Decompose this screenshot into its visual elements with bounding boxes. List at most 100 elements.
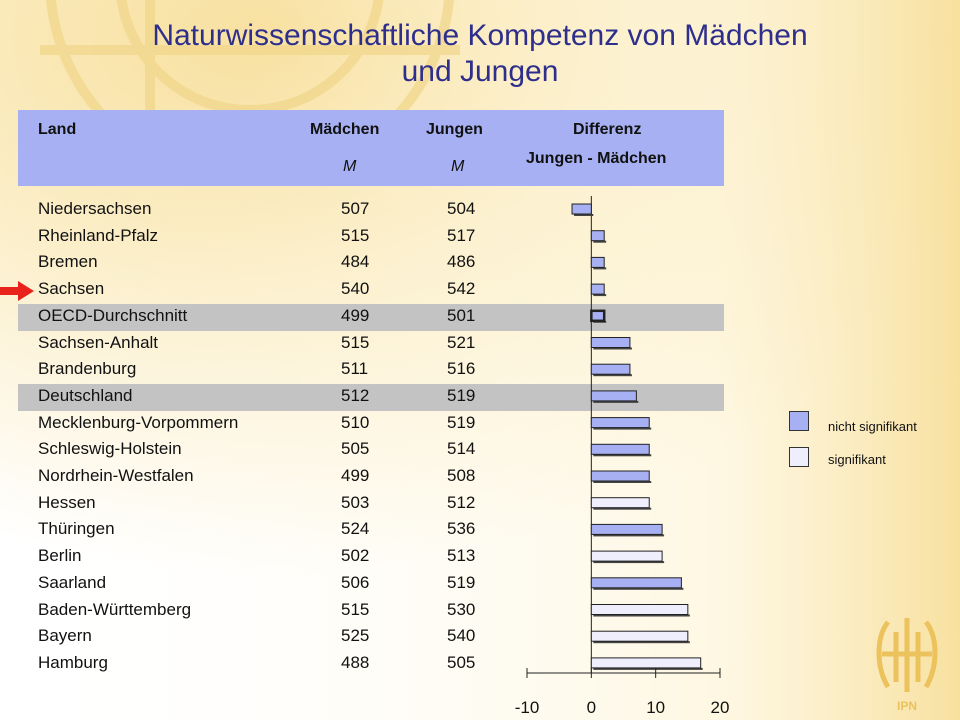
jungen-value: 540: [447, 626, 476, 646]
jungen-value: 512: [447, 492, 476, 512]
row-label-saarland: Saarland: [38, 572, 107, 592]
bar-rheinland-pfalz: [590, 230, 605, 242]
maedchen-value: 540: [341, 279, 370, 299]
row-label-hessen: Hessen: [38, 492, 96, 512]
row-label-nordrhein-westfalen: Nordrhein-Westfalen: [38, 466, 194, 485]
header-maedchen: Mädchen: [310, 121, 380, 138]
header-land: Land: [38, 121, 77, 138]
row-label-deutschland: Deutschland: [38, 385, 133, 405]
jungen-value: 513: [447, 546, 476, 566]
row-label-baden-wuerttemberg: Baden-Württemberg: [38, 599, 192, 619]
jungen-value: 519: [447, 572, 476, 592]
maedchen-value: 510: [341, 412, 370, 432]
maedchen-value: 511: [341, 359, 369, 379]
x-tick-label: 10: [646, 698, 665, 717]
bar-shadow: [593, 347, 632, 350]
row-label-niedersachsen: Niedersachsen: [38, 199, 152, 218]
header-differenz-sub: Jungen - Mädchen: [526, 150, 667, 167]
header-jungen: Jungen: [426, 121, 483, 138]
legend-swatch-signifikant: [789, 447, 809, 467]
legend-label-signifikant: signifikant: [828, 452, 886, 467]
bar-nordrhein-westfalen: [590, 470, 650, 482]
bar-shadow: [593, 427, 652, 430]
bar-oecd-durchschnitt: [590, 309, 606, 323]
jungen-value: 536: [447, 519, 476, 539]
jungen-value: 516: [447, 359, 476, 379]
bar-deutschland: [590, 390, 637, 402]
maedchen-value: 515: [341, 332, 370, 352]
bar-shadow: [593, 454, 652, 457]
x-tick-label: -10: [515, 698, 540, 717]
row-label-schleswig-holstein: Schleswig-Holstein: [38, 439, 182, 459]
jungen-value: 508: [447, 466, 476, 485]
maedchen-value: 488: [341, 652, 370, 672]
bar-bremen: [590, 256, 605, 268]
jungen-value: 517: [447, 225, 476, 245]
bar-berlin: [590, 550, 663, 562]
bar-schleswig-holstein: [590, 443, 650, 455]
bar-brandenburg: [590, 363, 631, 375]
bar-niedersachsen: [571, 203, 592, 215]
row-label-sachsen: Sachsen: [38, 279, 105, 299]
bar-shadow: [593, 240, 607, 243]
bar-shadow: [593, 534, 665, 537]
maedchen-value: 499: [341, 466, 370, 485]
title-line-2: und Jungen: [401, 55, 559, 88]
bar-shadow: [593, 641, 690, 644]
svg-text:IPN: IPN: [897, 699, 917, 713]
bar-saarland: [590, 577, 682, 589]
jungen-value: 486: [447, 252, 476, 272]
row-label-mecklenburg-vorpommern: Mecklenburg-Vorpommern: [38, 412, 239, 432]
maedchen-value: 505: [341, 439, 370, 459]
jungen-value: 514: [447, 439, 476, 459]
maedchen-value: 515: [341, 225, 370, 245]
table-header: [18, 110, 724, 186]
maedchen-value: 499: [341, 305, 370, 325]
legend-label-nicht-signifikant: nicht signifikant: [828, 419, 917, 434]
bar-shadow: [593, 374, 632, 377]
maedchen-value: 524: [341, 519, 370, 539]
bar-shadow: [593, 400, 639, 403]
row-label-thueringen: Thüringen: [38, 519, 115, 539]
maedchen-value: 515: [341, 599, 370, 619]
maedchen-value: 507: [341, 199, 370, 218]
row-label-sachsen-anhalt: Sachsen-Anhalt: [38, 332, 159, 352]
maedchen-value: 525: [341, 626, 370, 646]
jungen-value: 542: [447, 279, 476, 299]
bar-shadow: [593, 294, 607, 297]
jungen-value: 530: [447, 599, 476, 619]
bar-thueringen: [590, 523, 663, 535]
header-differenz: Differenz: [573, 121, 642, 138]
bar-hamburg: [590, 657, 702, 669]
bar-shadow: [593, 507, 652, 510]
maedchen-value: 506: [341, 572, 370, 592]
row-label-brandenburg: Brandenburg: [38, 359, 137, 379]
row-label-rheinland-pfalz: Rheinland-Pfalz: [38, 225, 159, 245]
jungen-value: 501: [447, 305, 476, 325]
maedchen-value: 484: [341, 252, 370, 272]
page-title: Naturwissenschaftliche Kompetenz von Mäd…: [0, 18, 960, 90]
x-tick-label: 20: [711, 698, 730, 717]
bar-shadow: [593, 587, 684, 590]
bar-sachsen: [590, 283, 605, 295]
jungen-value: 504: [447, 199, 476, 218]
highlight-row-oecd: [18, 304, 724, 331]
bar-shadow: [593, 614, 690, 617]
x-tick-label: 0: [587, 698, 596, 717]
header-jungen-sub: M: [451, 158, 465, 175]
bar-sachsen-anhalt: [590, 337, 631, 348]
bar-baden-wuerttemberg: [590, 604, 689, 615]
row-label-bayern: Bayern: [38, 626, 92, 646]
bar-shadow: [593, 667, 703, 670]
bar-mecklenburg-vorpommern: [590, 417, 650, 429]
row-label-hamburg: Hamburg: [38, 652, 108, 672]
bar-hessen: [590, 497, 650, 509]
row-label-oecd-durchschnitt: OECD-Durchschnitt: [38, 305, 188, 325]
bar-shadow: [593, 481, 652, 483]
jungen-value: 505: [447, 652, 476, 672]
bar-bayern: [590, 630, 689, 642]
row-label-berlin: Berlin: [38, 546, 82, 566]
bar-shadow: [593, 267, 607, 270]
arrow-right-icon: [0, 281, 34, 301]
